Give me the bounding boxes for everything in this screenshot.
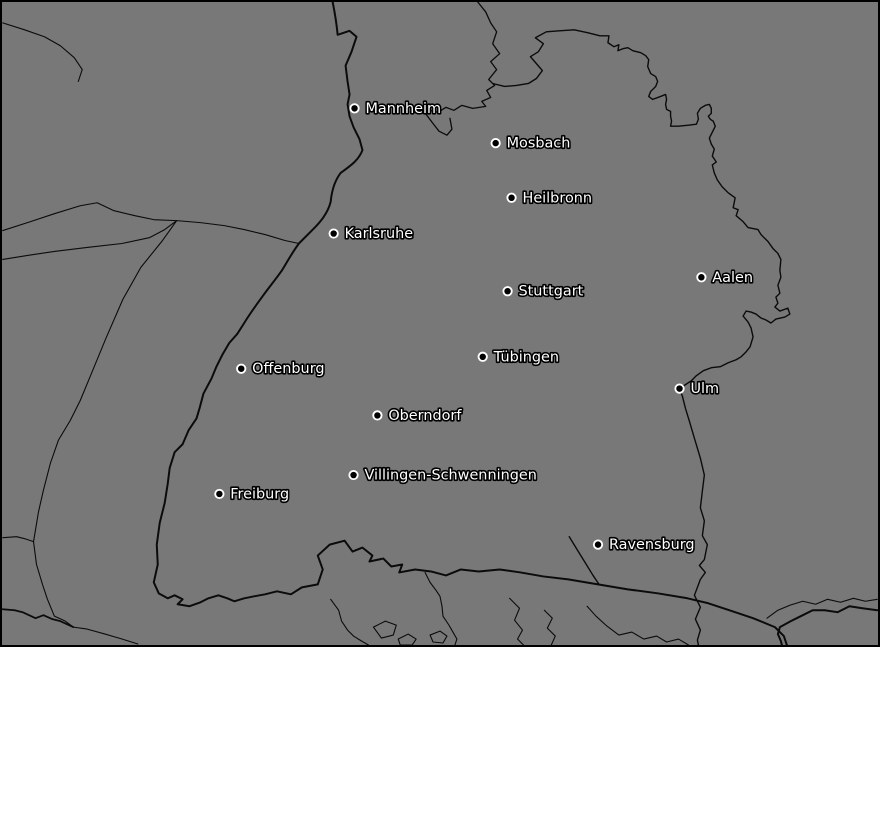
city-dot-icon — [372, 410, 383, 421]
swiss-thin-3 — [509, 597, 525, 645]
city-marker-villingen-schwenningen: Villingen-Schwenningen — [348, 466, 538, 485]
city-marker-oberndorf: Oberndorf — [372, 406, 464, 426]
border-bavaria-se-thin — [766, 597, 878, 619]
city-marker-offenburg: Offenburg — [236, 360, 326, 379]
border-nw-thin-a — [2, 202, 300, 245]
city-marker-aalen: Aalen — [696, 268, 755, 287]
swiss-thin-1 — [330, 598, 369, 645]
swiss-blob-3 — [429, 630, 448, 644]
city-dot-icon — [674, 383, 685, 394]
boundary-map: Mannheim Mosbach Heilbronn Karlsruhe Aalen St… — [2, 2, 878, 645]
city-marker-karlsruhe: Karlsruhe — [328, 224, 415, 244]
border-basel — [2, 608, 75, 629]
city-dot-icon — [490, 138, 501, 149]
map-canvas: Mannheim Mosbach Heilbronn Karlsruhe Aalen St… — [0, 0, 880, 647]
city-dot-icon — [348, 469, 359, 481]
footer-panel: Sim. max. Radarreflektivität (in dbZ) Fr… — [0, 647, 880, 830]
swiss-thin-2 — [424, 571, 458, 645]
city-dot-icon — [236, 363, 247, 374]
city-dot-icon — [349, 103, 360, 114]
city-label: Mosbach — [507, 136, 571, 152]
city-dot-icon — [696, 272, 707, 283]
city-marker-ulm: Ulm — [674, 380, 721, 399]
swiss-blob-2 — [397, 633, 417, 645]
border-north-loop1 — [425, 2, 501, 136]
border-west-rhine-swiss — [152, 2, 788, 645]
city-dot-icon — [502, 286, 513, 297]
swiss-thin-5 — [586, 605, 690, 645]
city-marker-mosbach: Mosbach — [490, 134, 572, 153]
city-marker-ravensburg: Ravensburg — [592, 536, 696, 555]
city-dot-icon — [592, 539, 604, 550]
city-marker-heilbronn: Heilbronn — [506, 189, 594, 208]
border-nw-corner-fragment — [2, 22, 83, 83]
swiss-blob-1 — [372, 620, 397, 639]
city-label: Villingen-Schwenningen — [364, 468, 536, 484]
city-dot-icon — [328, 228, 339, 239]
city-marker-stuttgart: Stuttgart — [502, 282, 585, 301]
city-label: Tübingen — [493, 349, 559, 365]
city-label: Ravensburg — [609, 537, 695, 553]
city-label: Ulm — [690, 381, 719, 397]
city-label: Mannheim — [365, 101, 441, 117]
city-label: Offenburg — [252, 361, 324, 377]
border-austria — [776, 605, 878, 645]
swiss-thin-4 — [543, 609, 556, 645]
city-dot-icon — [214, 488, 225, 500]
city-dot-icon — [506, 192, 517, 203]
city-marker-t-bingen: Tübingen — [477, 348, 561, 367]
city-label: Oberndorf — [388, 408, 462, 424]
border-france-vosges — [32, 220, 178, 645]
city-label: Karlsruhe — [345, 226, 414, 242]
city-dot-icon — [477, 351, 488, 362]
border-ravensburg-diagonal — [568, 535, 600, 586]
city-label: Freiburg — [230, 486, 289, 502]
city-label: Aalen — [712, 270, 753, 286]
city-marker-mannheim: Mannheim — [349, 99, 443, 118]
city-marker-freiburg: Freiburg — [214, 485, 291, 504]
city-label: Stuttgart — [519, 284, 584, 300]
border-france-west-stub — [2, 536, 35, 543]
city-layer: Mannheim Mosbach Heilbronn Karlsruhe Aalen St… — [214, 99, 755, 555]
city-label: Heilbronn — [522, 190, 592, 206]
border-nw-thin-b — [2, 220, 178, 260]
